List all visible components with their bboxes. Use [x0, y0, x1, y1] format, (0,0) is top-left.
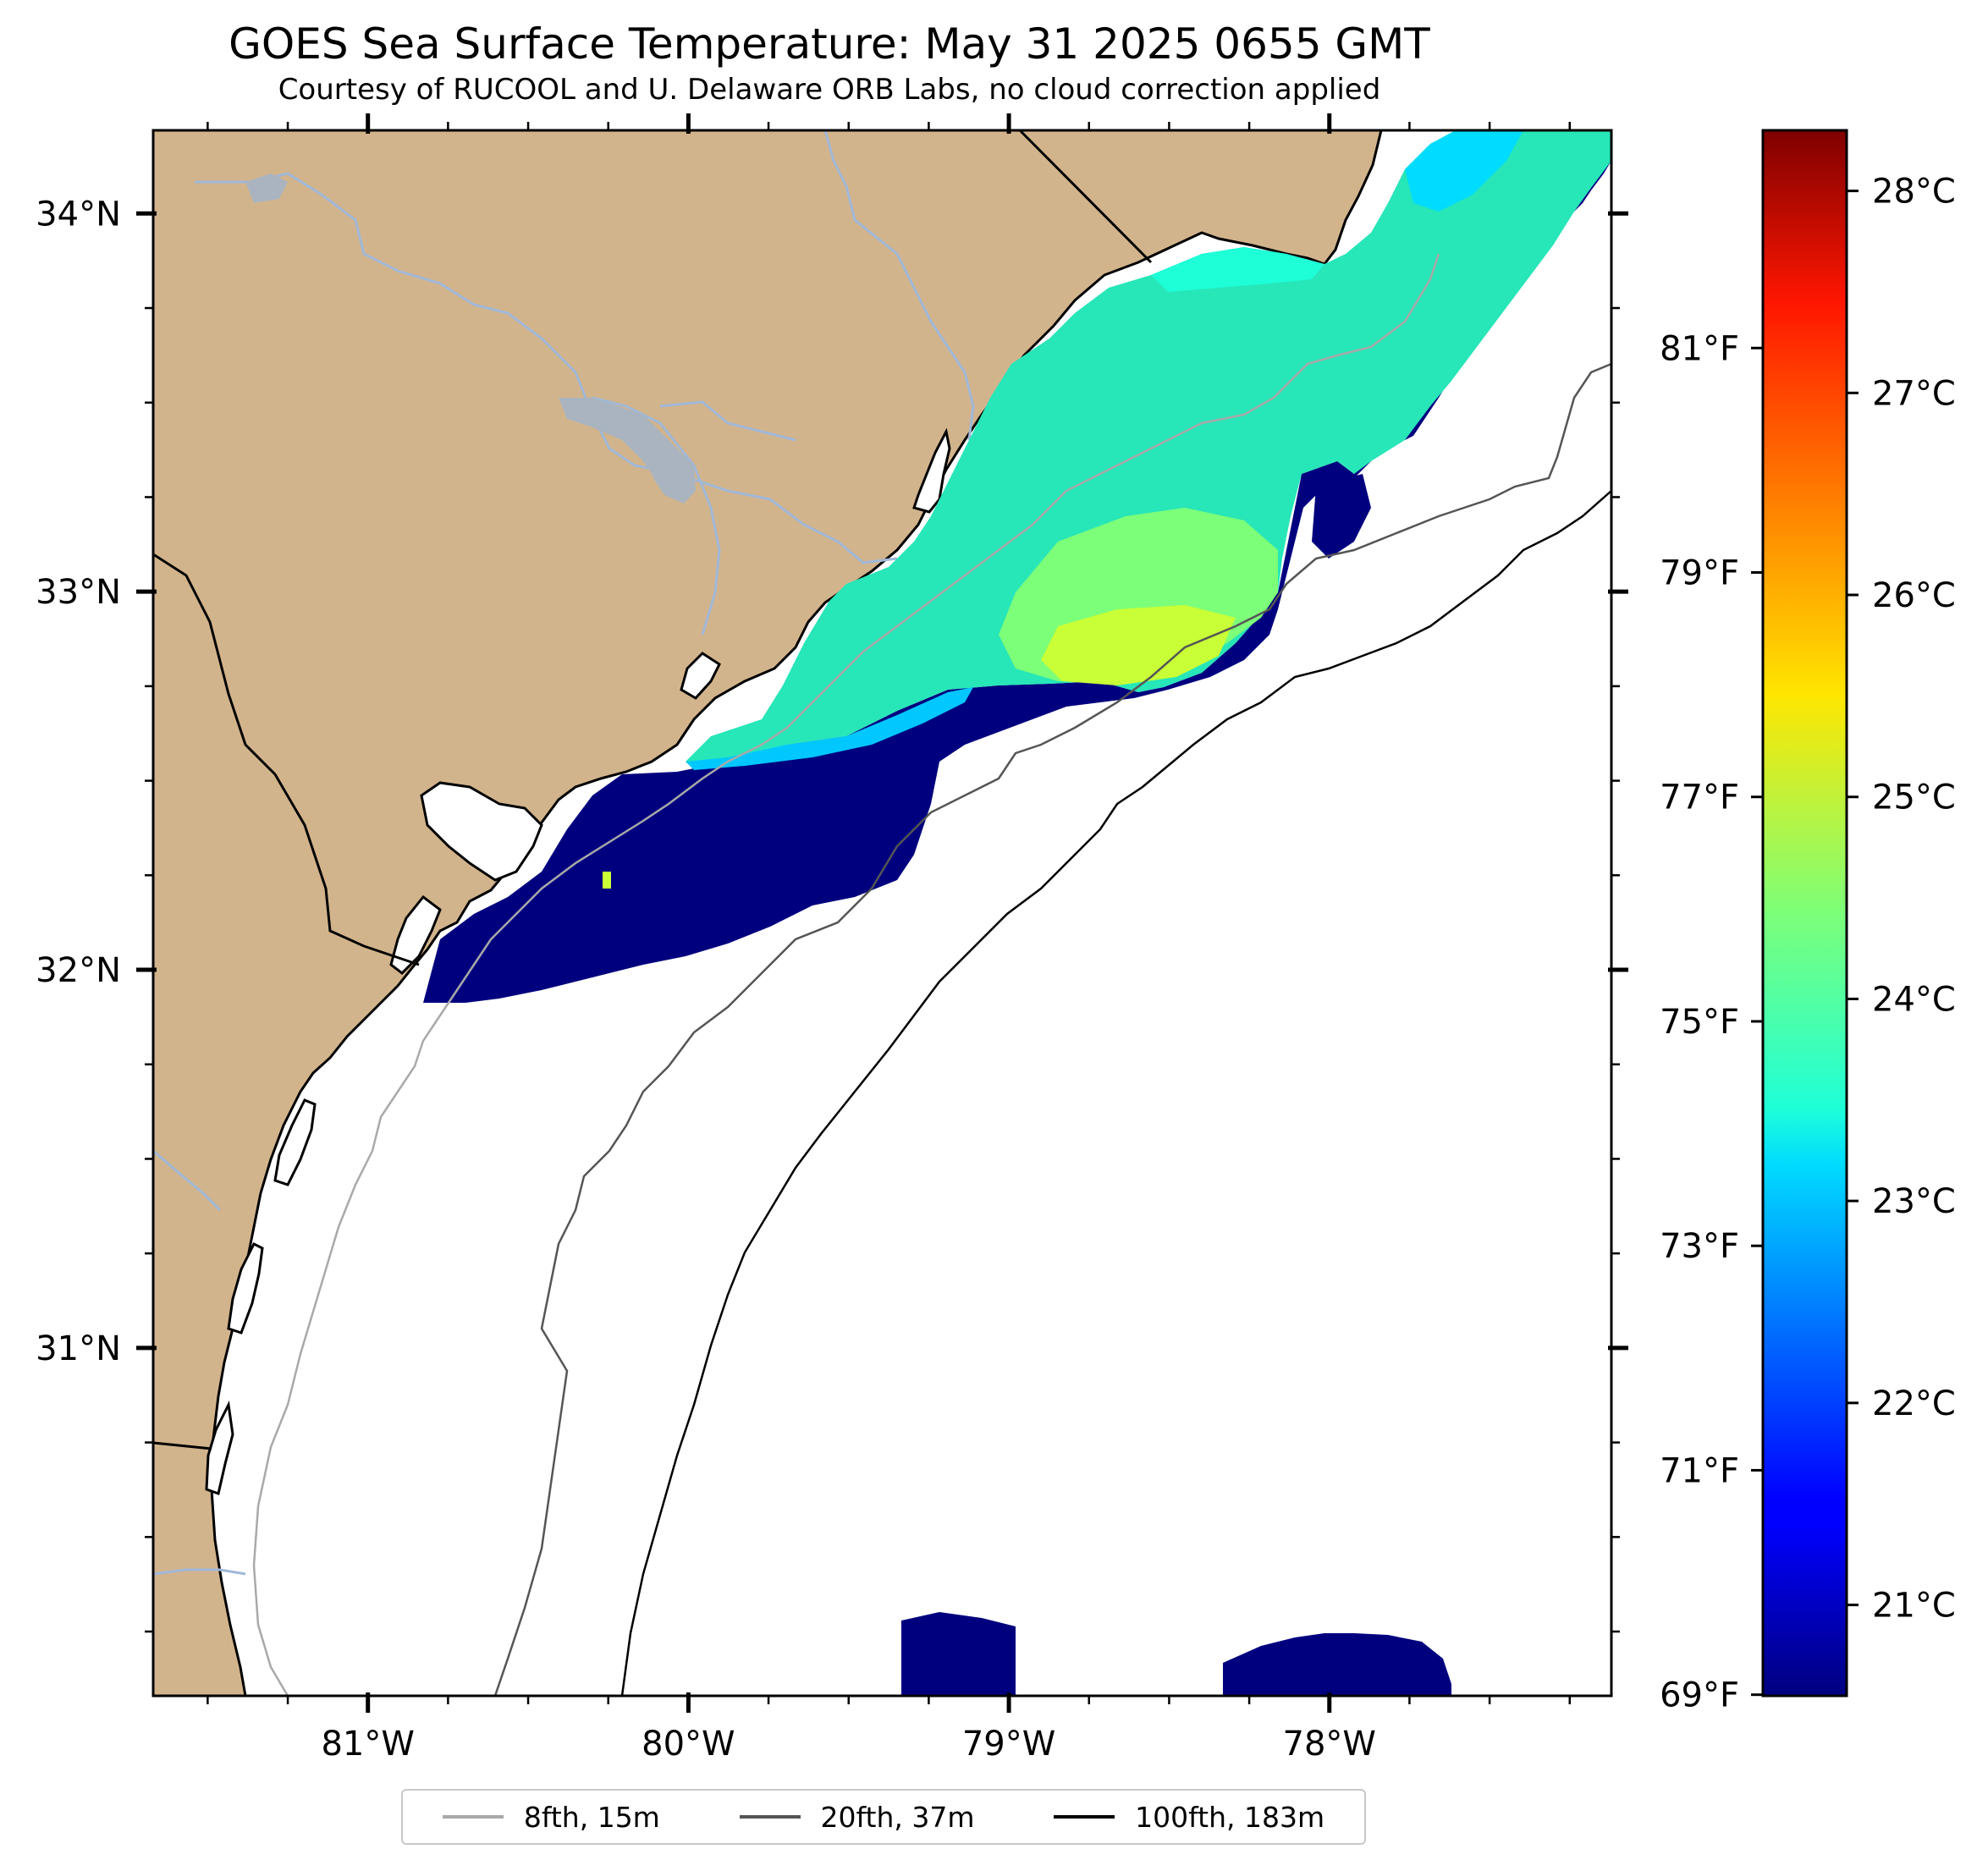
inlet-st-marys — [205, 1400, 234, 1495]
colorbar-f-label-2: 73°F — [1660, 1227, 1739, 1266]
lat-label-3: 31°N — [36, 1329, 121, 1368]
legend-swatch-15m — [442, 1815, 504, 1819]
colorbar-c-label-7: 28°C — [1872, 173, 1956, 212]
lon-label-1: 80°W — [642, 1725, 735, 1764]
rivers — [153, 130, 975, 1576]
legend-swatch-183m — [1054, 1815, 1115, 1819]
major-ticks — [136, 113, 1628, 1713]
lat-label-0: 34°N — [36, 195, 121, 234]
isobaths — [252, 253, 1611, 1696]
map-subtitle: Courtesy of RUCOOL and U. Delaware ORB L… — [278, 73, 1381, 107]
colorbar-f-label-5: 79°F — [1660, 554, 1739, 593]
lat-label-1: 33°N — [36, 573, 121, 612]
colorbar — [1761, 129, 1848, 1698]
inlet-st-helena — [420, 781, 543, 882]
state-border-sc-nc — [1018, 130, 1153, 264]
isobath-15m — [252, 253, 1440, 1696]
lat-label-2: 32°N — [36, 951, 121, 990]
lon-label-0: 81°W — [321, 1725, 414, 1764]
colorbar-c-label-5: 26°C — [1872, 576, 1956, 615]
colorbar-c-label-4: 25°C — [1872, 779, 1956, 817]
longitude-labels: 81°W 80°W 79°W 78°W — [321, 1725, 1375, 1764]
legend-item-183m: 100fth, 183m — [1054, 1801, 1324, 1834]
colorbar-c-label-0: 21°C — [1872, 1587, 1956, 1626]
colorbar-fahrenheit-ticks: 69°F 71°F 73°F 75°F 77°F 79°F 81°F — [1660, 329, 1763, 1715]
legend-label-183m: 100fth, 183m — [1135, 1800, 1325, 1834]
inlet-port-royal — [389, 894, 442, 975]
sst-raster — [423, 130, 1611, 1696]
colorbar-f-label-0: 69°F — [1660, 1676, 1739, 1715]
legend-label-15m: 8fth, 15m — [523, 1800, 660, 1834]
map-frame — [151, 129, 1613, 1698]
colorbar-c-label-2: 23°C — [1872, 1182, 1956, 1221]
isobath-legend: 8fth, 15m 20fth, 37m 100fth, 183m — [401, 1789, 1366, 1845]
lake-robinson — [245, 173, 288, 203]
lake-moultrie — [652, 448, 696, 504]
colorbar-f-label-6: 81°F — [1660, 329, 1739, 368]
inlet-sapelo — [273, 1098, 317, 1186]
colorbar-c-label-6: 27°C — [1872, 374, 1956, 413]
legend-item-37m: 20fth, 37m — [739, 1800, 975, 1834]
inlet-st-simons — [227, 1241, 264, 1334]
colorbar-celsius-ticks: 21°C 22°C 23°C 24°C 25°C 26°C 27°C 28°C — [1847, 173, 1956, 1626]
isobath-37m — [493, 362, 1611, 1696]
colorbar-c-label-3: 24°C — [1872, 980, 1956, 1019]
legend-swatch-37m — [739, 1815, 801, 1819]
map-title: GOES Sea Surface Temperature: May 31 202… — [229, 19, 1430, 69]
legend-label-37m: 20fth, 37m — [820, 1800, 975, 1834]
latitude-labels: 34°N 33°N 32°N 31°N — [36, 195, 121, 1368]
isobath-183m — [620, 490, 1611, 1696]
colorbar-c-label-1: 22°C — [1872, 1384, 1956, 1423]
state-border-sc-ga — [153, 553, 420, 966]
colorbar-f-label-4: 77°F — [1660, 779, 1739, 817]
legend-item-15m: 8fth, 15m — [442, 1800, 660, 1834]
colorbar-f-label-1: 71°F — [1660, 1451, 1739, 1490]
inlet-winyah-bay — [912, 427, 951, 514]
state-border-ga-fl — [153, 1441, 212, 1450]
inlet-charleston — [680, 652, 721, 700]
lon-label-3: 78°W — [1283, 1725, 1376, 1764]
colorbar-f-label-3: 75°F — [1660, 1003, 1739, 1042]
lon-label-2: 79°W — [962, 1725, 1055, 1764]
